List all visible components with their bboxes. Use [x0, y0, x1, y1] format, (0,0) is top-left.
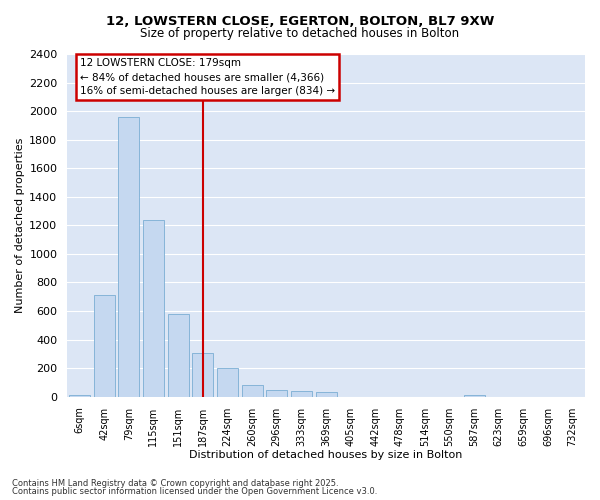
Text: 12 LOWSTERN CLOSE: 179sqm
← 84% of detached houses are smaller (4,366)
16% of se: 12 LOWSTERN CLOSE: 179sqm ← 84% of detac…: [80, 58, 335, 96]
Bar: [118, 117, 139, 396]
Text: Size of property relative to detached houses in Bolton: Size of property relative to detached ho…: [140, 28, 460, 40]
Text: Contains HM Land Registry data © Crown copyright and database right 2025.: Contains HM Land Registry data © Crown c…: [12, 478, 338, 488]
Bar: [192, 353, 213, 397]
Bar: [266, 390, 287, 396]
Y-axis label: Number of detached properties: Number of detached properties: [15, 138, 25, 313]
Bar: [167, 314, 188, 396]
X-axis label: Distribution of detached houses by size in Bolton: Distribution of detached houses by size …: [190, 450, 463, 460]
Bar: [316, 392, 337, 396]
Bar: [217, 368, 238, 396]
Bar: [143, 220, 164, 396]
Bar: [291, 391, 312, 396]
Bar: [69, 394, 90, 396]
Bar: [94, 296, 115, 396]
Text: Contains public sector information licensed under the Open Government Licence v3: Contains public sector information licen…: [12, 487, 377, 496]
Bar: [242, 384, 263, 396]
Text: 12, LOWSTERN CLOSE, EGERTON, BOLTON, BL7 9XW: 12, LOWSTERN CLOSE, EGERTON, BOLTON, BL7…: [106, 15, 494, 28]
